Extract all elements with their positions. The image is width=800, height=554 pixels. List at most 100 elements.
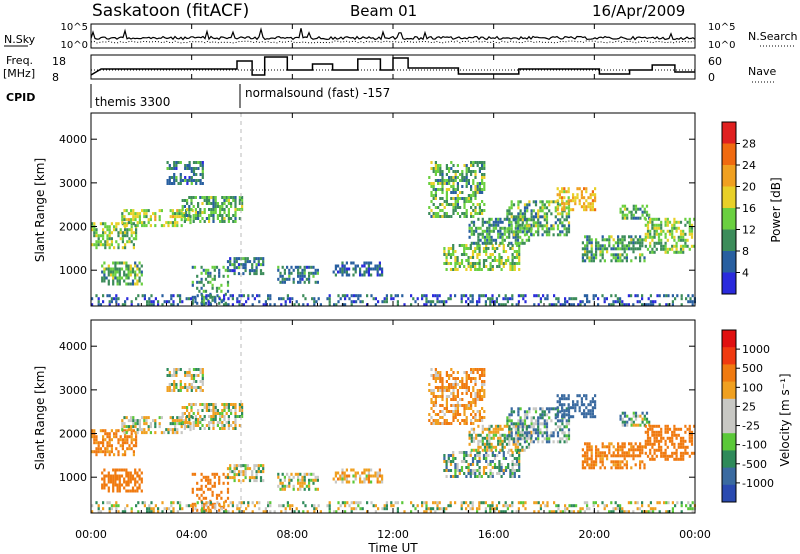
echo-cell <box>465 383 468 386</box>
echo-cell <box>655 223 658 227</box>
echo-cell <box>235 467 238 471</box>
echo-cell <box>471 469 475 472</box>
echo-cell <box>671 294 674 298</box>
echo-cell <box>590 247 593 251</box>
echo-cell <box>612 253 615 257</box>
echo-cell <box>472 368 475 371</box>
echo-cell <box>463 197 466 200</box>
echo-cell <box>221 403 224 406</box>
echo-cell <box>124 510 127 514</box>
echo-cell <box>586 238 589 242</box>
echo-cell <box>454 200 457 203</box>
echo-cell <box>657 223 661 227</box>
echo-cell <box>646 226 650 230</box>
echo-cell <box>186 386 189 389</box>
echo-cell <box>592 294 595 298</box>
echo-cell <box>460 297 463 301</box>
echo-cell <box>507 259 510 262</box>
echo-cell <box>476 244 479 247</box>
echo-cell <box>679 445 683 449</box>
echo-cell <box>461 191 464 194</box>
echo-cell <box>278 504 281 508</box>
echo-cell <box>251 263 254 267</box>
echo-cell <box>303 472 306 476</box>
echo-cell <box>175 176 178 179</box>
echo-cell <box>664 235 667 239</box>
echo-cell <box>646 220 650 224</box>
echo-cell <box>141 221 144 225</box>
echo-cell <box>580 205 583 209</box>
echo-cell <box>157 300 160 304</box>
echo-cell <box>556 434 560 438</box>
echo-cell <box>664 457 667 461</box>
echo-cell <box>649 217 652 221</box>
echo-cell <box>534 203 538 207</box>
echo-cell <box>410 501 413 505</box>
echo-cell <box>199 161 202 164</box>
echo-cell <box>132 237 135 241</box>
echo-cell <box>120 474 124 478</box>
echo-cell <box>205 199 208 202</box>
echo-cell <box>181 205 184 208</box>
echo-cell <box>513 457 516 460</box>
echo-cell <box>177 182 180 185</box>
echo-cell <box>456 407 459 410</box>
echo-cell <box>152 303 155 307</box>
echo-cell <box>494 220 498 224</box>
echo-cell <box>154 504 157 508</box>
cpid-label: CPID <box>6 91 35 104</box>
echo-cell <box>564 510 567 514</box>
echo-cell <box>690 433 694 437</box>
echo-cell <box>458 451 461 454</box>
echo-cell <box>241 412 244 415</box>
echo-cell <box>167 221 170 225</box>
echo-cell <box>259 272 263 276</box>
echo-cell <box>292 268 295 272</box>
echo-cell <box>337 471 340 475</box>
echo-cell <box>143 419 146 423</box>
echo-cell <box>646 439 650 443</box>
echo-cell <box>677 238 680 242</box>
echo-cell <box>541 407 544 411</box>
noise-right-tick-bottom: 10^0 <box>708 40 735 51</box>
echo-cell <box>188 415 191 418</box>
echo-cell <box>171 215 174 219</box>
echo-cell <box>95 228 98 232</box>
echo-cell <box>124 300 127 304</box>
echo-cell <box>235 464 238 468</box>
echo-cell <box>608 448 611 452</box>
echo-cell <box>231 269 234 273</box>
echo-cell <box>502 472 505 475</box>
echo-cell <box>293 510 296 514</box>
echo-cell <box>121 453 124 457</box>
echo-cell <box>548 230 551 234</box>
echo-cell <box>200 280 203 284</box>
echo-cell <box>283 484 286 488</box>
echo-cell <box>441 395 444 398</box>
echo-cell <box>427 300 430 304</box>
echo-cell <box>106 444 109 448</box>
echo-cell <box>231 504 234 508</box>
echo-cell <box>519 437 522 441</box>
echo-cell <box>505 442 509 446</box>
echo-cell <box>452 392 455 395</box>
echo-cell <box>530 233 533 237</box>
echo-cell <box>621 259 624 263</box>
echo-cell <box>107 264 110 268</box>
echo-cell <box>675 226 678 230</box>
echo-cell <box>199 173 202 176</box>
echo-cell <box>501 226 504 230</box>
echo-cell <box>671 430 674 434</box>
echo-cell <box>209 303 212 307</box>
echo-cell <box>221 214 224 217</box>
echo-cell <box>212 421 215 424</box>
echo-cell <box>574 199 577 203</box>
echo-cell <box>204 496 208 500</box>
echo-cell <box>123 218 126 222</box>
echo-cell <box>586 244 589 248</box>
echo-cell <box>367 468 370 472</box>
echo-cell <box>636 238 639 242</box>
echo-cell <box>363 270 366 274</box>
echo-cell <box>675 229 678 233</box>
echo-cell <box>460 262 464 265</box>
